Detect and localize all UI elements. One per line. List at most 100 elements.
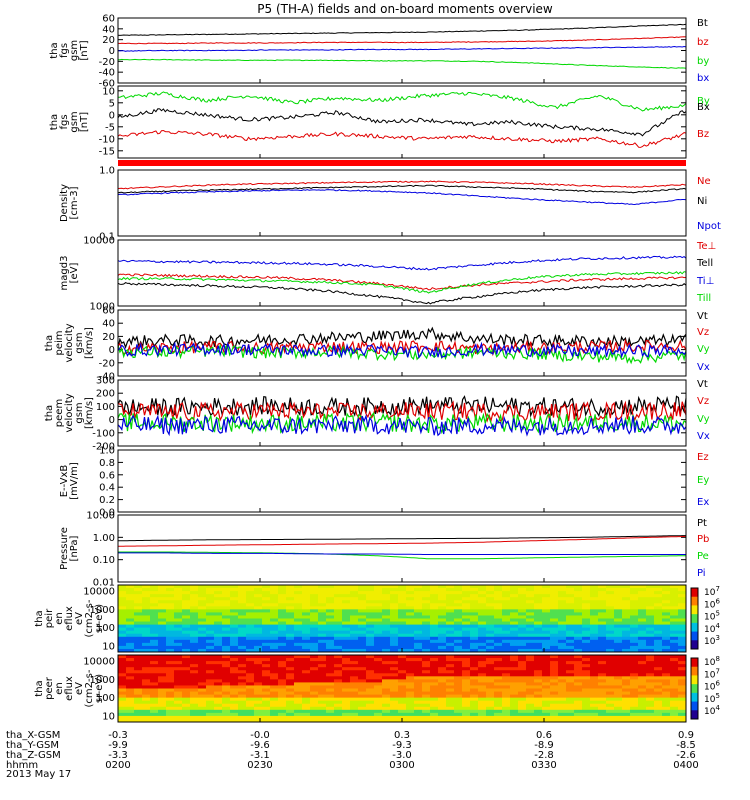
- heatmap-cell: [414, 603, 423, 607]
- heatmap-cell: [238, 606, 247, 610]
- heatmap-cell: [510, 612, 519, 616]
- ylabel-p5: [km/s]: [84, 327, 95, 359]
- heatmap-cell: [414, 664, 423, 668]
- heatmap-cell: [270, 639, 279, 644]
- heatmap-cell: [606, 645, 615, 650]
- heatmap-cell: [430, 676, 439, 680]
- heatmap-cell: [622, 712, 631, 717]
- heatmap-cell: [678, 715, 687, 720]
- heatmap-cell: [558, 639, 567, 644]
- heatmap-cell: [646, 697, 655, 702]
- heatmap-cell: [406, 615, 415, 619]
- heatmap-cell: [374, 594, 383, 598]
- heatmap-cell: [270, 712, 279, 717]
- heatmap-cell: [286, 688, 295, 693]
- heatmap-cell: [542, 612, 551, 616]
- heatmap-cell: [294, 679, 303, 683]
- heatmap-cell: [398, 627, 407, 632]
- heatmap-cell: [438, 718, 447, 723]
- heatmap-cell: [614, 670, 623, 674]
- heatmap-cell: [126, 655, 135, 659]
- heatmap-cell: [334, 645, 343, 650]
- heatmap-cell: [566, 685, 575, 689]
- heatmap-cell: [270, 664, 279, 668]
- heatmap-cell: [542, 670, 551, 674]
- heatmap-cell: [630, 639, 639, 644]
- heatmap-cell: [238, 706, 247, 711]
- heatmap-cell: [446, 600, 455, 604]
- heatmap-cell: [430, 712, 439, 717]
- heatmap-cell: [134, 703, 143, 708]
- heatmap-cell: [558, 688, 567, 693]
- heatmap-cell: [494, 642, 503, 647]
- heatmap-cell: [502, 703, 511, 708]
- heatmap-cell: [198, 685, 207, 689]
- heatmap-cell: [662, 600, 671, 604]
- heatmap-cell: [350, 676, 359, 680]
- heatmap-cell: [542, 624, 551, 629]
- heatmap-cell: [590, 715, 599, 720]
- heatmap-cell: [294, 648, 303, 653]
- heatmap-cell: [238, 624, 247, 629]
- heatmap-cell: [566, 642, 575, 647]
- heatmap-cell: [286, 682, 295, 686]
- heatmap-cell: [206, 700, 215, 705]
- heatmap-cell: [670, 670, 679, 674]
- legend-Vy: Vy: [697, 414, 710, 425]
- heatmap-cell: [670, 706, 679, 711]
- heatmap-cell: [326, 594, 335, 598]
- heatmap-cell: [654, 600, 663, 604]
- heatmap-cell: [574, 718, 583, 723]
- heatmap-cell: [278, 606, 287, 610]
- heatmap-cell: [550, 642, 559, 647]
- heatmap-cell: [254, 591, 263, 595]
- heatmap-cell: [294, 627, 303, 632]
- heatmap-cell: [230, 636, 239, 641]
- heatmap-cell: [398, 588, 407, 592]
- heatmap-cell: [126, 615, 135, 619]
- heatmap-cell: [246, 661, 255, 665]
- heatmap-cell: [174, 603, 183, 607]
- heatmap-cell: [470, 636, 479, 641]
- heatmap-cell: [646, 661, 655, 665]
- heatmap-cell: [342, 679, 351, 683]
- heatmap-cell: [550, 591, 559, 595]
- heatmap-cell: [238, 700, 247, 705]
- heatmap-cell: [510, 691, 519, 696]
- heatmap-cell: [598, 588, 607, 592]
- heatmap-cell: [614, 709, 623, 714]
- heatmap-cell: [198, 636, 207, 641]
- heatmap-cell: [638, 636, 647, 641]
- panel-frame: [117, 379, 687, 447]
- heatmap-cell: [558, 664, 567, 668]
- heatmap-cell: [166, 597, 175, 601]
- heatmap-cell: [462, 648, 471, 653]
- heatmap-cell: [606, 588, 615, 592]
- heatmap-cell: [350, 627, 359, 632]
- heatmap-cell: [230, 700, 239, 705]
- heatmap-cell: [350, 585, 359, 589]
- heatmap-cell: [598, 591, 607, 595]
- heatmap-cell: [278, 639, 287, 644]
- heatmap-cell: [414, 621, 423, 626]
- heatmap-cell: [158, 676, 167, 680]
- heatmap-cell: [414, 682, 423, 686]
- heatmap-cell: [318, 636, 327, 641]
- heatmap-cell: [174, 612, 183, 616]
- heatmap-cell: [286, 597, 295, 601]
- heatmap-cell: [446, 700, 455, 705]
- heatmap-cell: [366, 594, 375, 598]
- heatmap-cell: [238, 709, 247, 714]
- heatmap-cell: [662, 585, 671, 589]
- heatmap-cell: [478, 633, 487, 638]
- heatmap-cell: [126, 618, 135, 623]
- heatmap-cell: [278, 676, 287, 680]
- heatmap-cell: [238, 676, 247, 680]
- heatmap-cell: [606, 624, 615, 629]
- heatmap-cell: [422, 664, 431, 668]
- heatmap-cell: [342, 642, 351, 647]
- heatmap-cell: [382, 709, 391, 714]
- heatmap-cell: [182, 591, 191, 595]
- colorbar-label: 103: [704, 634, 720, 647]
- heatmap-cell: [278, 636, 287, 641]
